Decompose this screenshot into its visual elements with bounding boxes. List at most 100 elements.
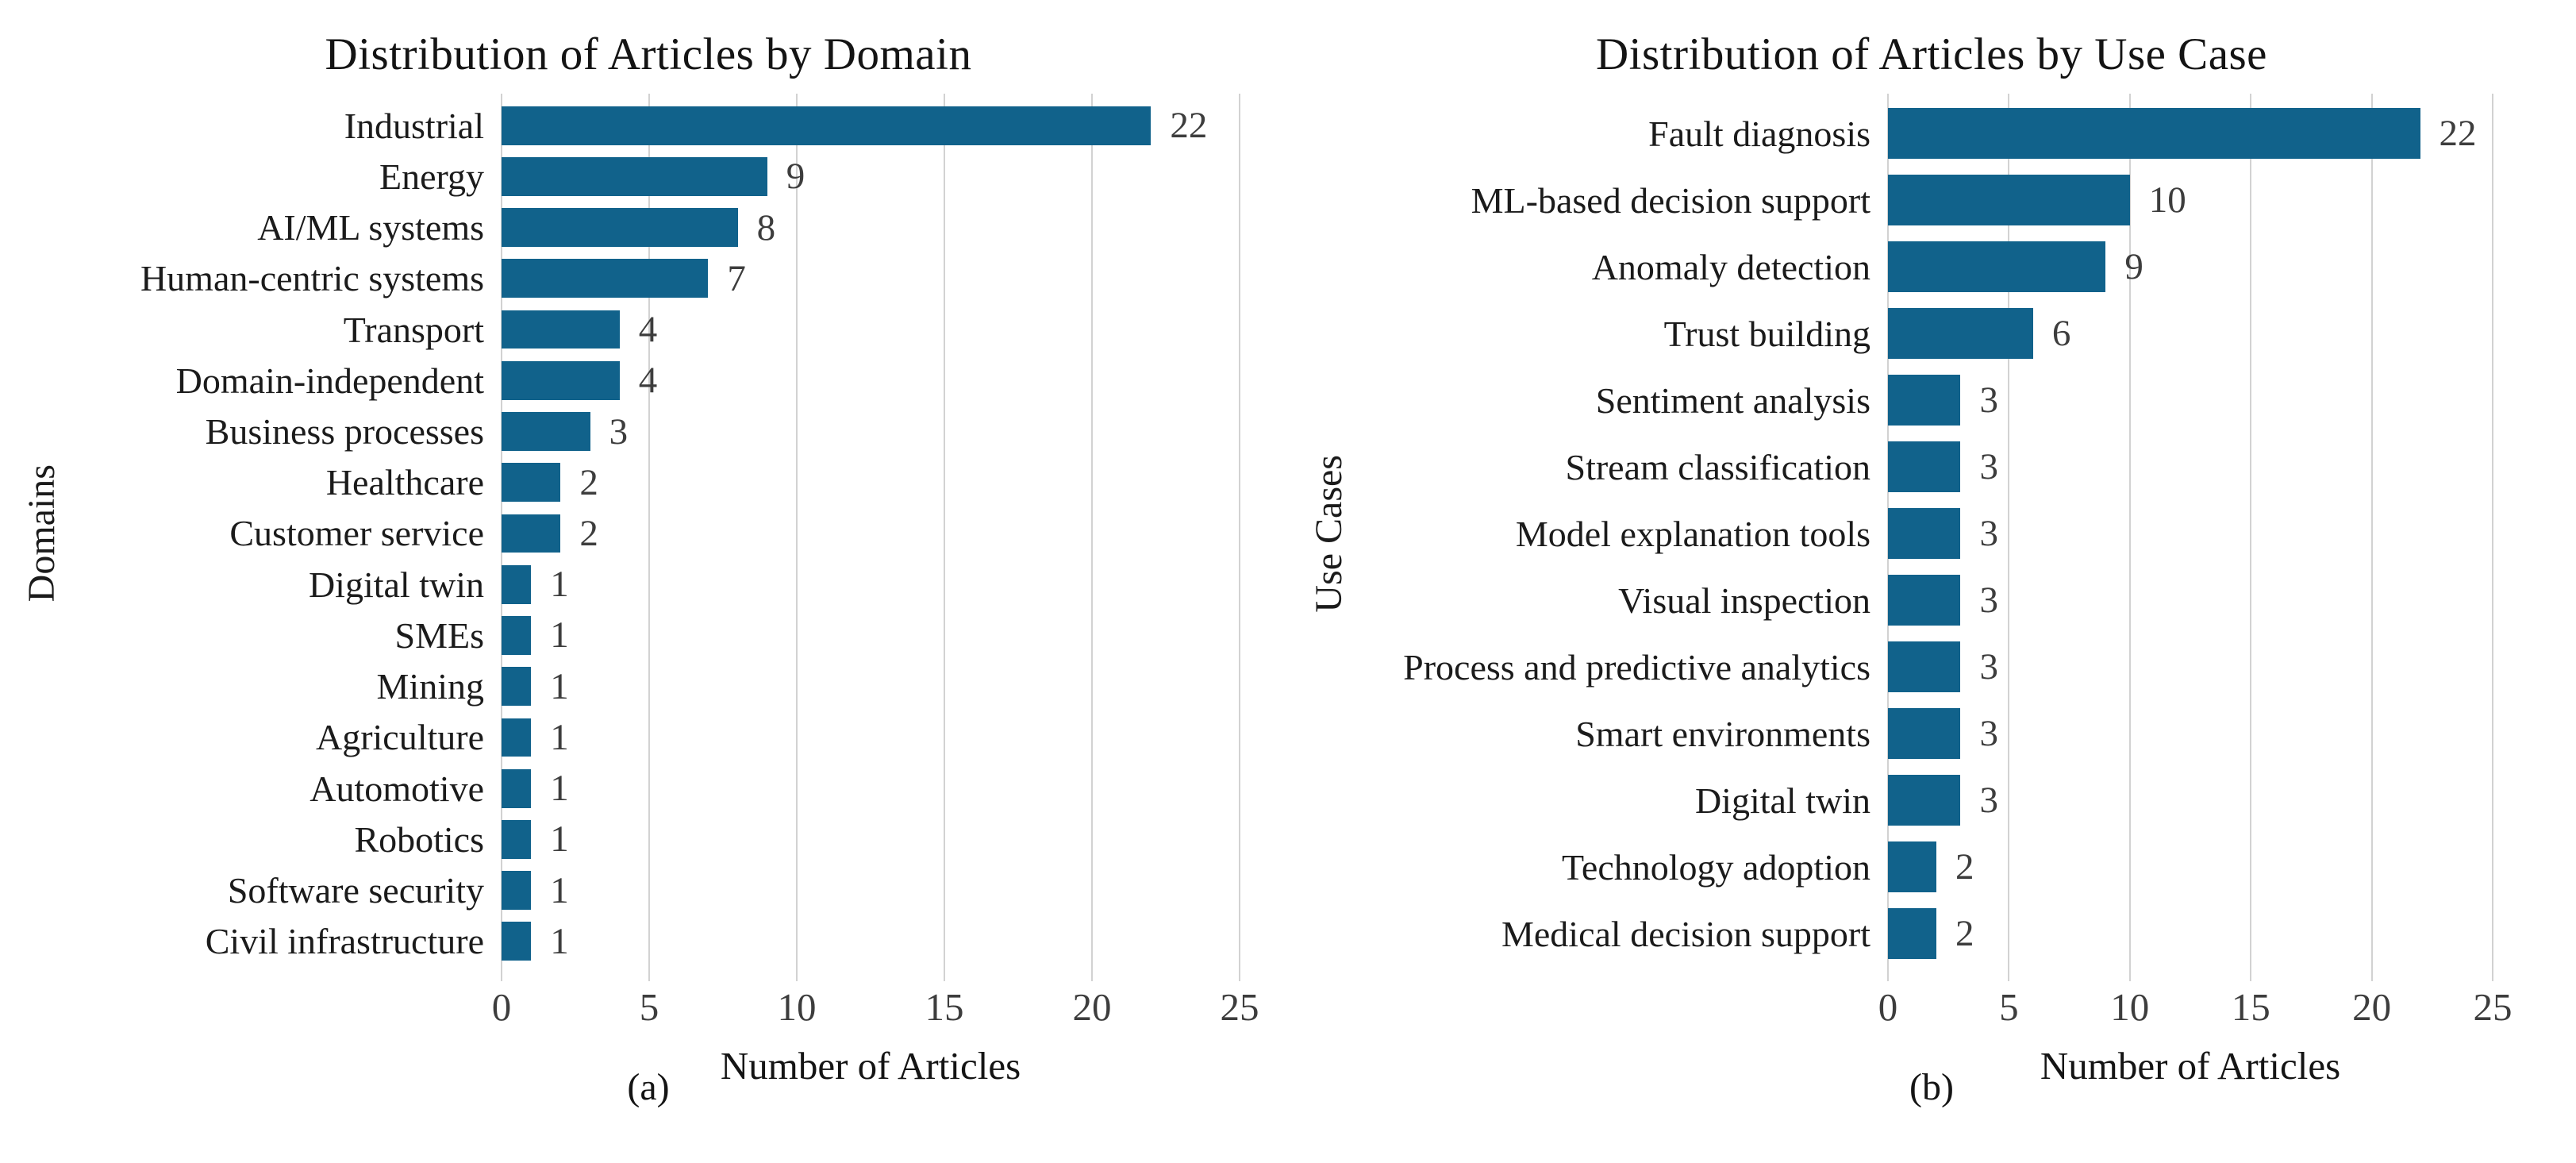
gridline [2492, 94, 2493, 981]
bar [1888, 508, 1961, 559]
value-label: 1 [550, 564, 569, 606]
bar-track: 22 [1888, 100, 2493, 167]
bar-row: AI/ML systems 8 [73, 202, 1287, 252]
category-label: Model explanation tools [1515, 513, 1870, 554]
value-label: 1 [550, 665, 569, 707]
value-label: 3 [1979, 646, 1998, 687]
value-label: 3 [1979, 379, 1998, 421]
bar [502, 718, 532, 757]
bar-track: 1 [502, 814, 1240, 865]
bar-row: Mining 1 [73, 661, 1287, 712]
bar-row: Sentiment analysis 3 [1360, 367, 2566, 433]
bar-row: Healthcare 2 [73, 457, 1287, 508]
value-label: 3 [1979, 713, 1998, 754]
bar [1888, 708, 1961, 759]
bar-row: SMEs 1 [73, 610, 1287, 660]
category-label: Mining [376, 666, 484, 707]
y-axis-label: Use Cases [1297, 100, 1360, 967]
chart-use-cases: Distribution of Articles by Use Case Use… [1297, 8, 2566, 1163]
bar-track: 4 [502, 304, 1240, 355]
value-label: 2 [579, 512, 598, 554]
bar-row: Fault diagnosis 22 [1360, 100, 2566, 167]
bar-row: Digital twin 1 [73, 559, 1287, 610]
value-label: 9 [2124, 246, 2143, 287]
bar-row: Trust building 6 [1360, 300, 2566, 367]
bar-track: 4 [502, 355, 1240, 406]
x-tick-label: 25 [1220, 985, 1259, 1029]
bar-track: 1 [502, 610, 1240, 660]
chart-domains: Distribution of Articles by Domain Domai… [10, 8, 1287, 1163]
category-label: Visual inspection [1618, 580, 1870, 621]
x-tick-label: 25 [2473, 985, 2513, 1029]
bar-track: 1 [502, 661, 1240, 712]
bar-row: Visual inspection 3 [1360, 567, 2566, 633]
category-label: SMEs [394, 614, 484, 656]
bar [502, 667, 532, 707]
value-label: 1 [550, 768, 569, 810]
category-label: Agriculture [315, 717, 484, 758]
value-label: 3 [1979, 780, 1998, 821]
bar [502, 412, 590, 451]
value-label: 1 [550, 716, 569, 758]
bar-track: 3 [1888, 567, 2493, 633]
value-label: 1 [550, 614, 569, 657]
x-tick-label: 20 [2352, 985, 2392, 1029]
bar [1888, 575, 1961, 626]
bar [1888, 175, 2130, 225]
bar [1888, 841, 1936, 892]
x-axis-footer: Number of Articles (b) [1297, 1030, 2566, 1142]
bar-track: 2 [1888, 900, 2493, 967]
chart-title: Distribution of Articles by Use Case [1596, 29, 2267, 79]
x-tick-label: 10 [2110, 985, 2150, 1029]
bar-track: 3 [1888, 433, 2493, 500]
value-label: 4 [638, 309, 658, 351]
bar [502, 156, 767, 196]
value-label: 2 [1955, 913, 1974, 954]
bar-row: Stream classification 3 [1360, 433, 2566, 500]
x-axis-footer: Number of Articles (a) [10, 1030, 1287, 1142]
bar-track: 3 [1888, 633, 2493, 700]
bar [1888, 375, 1961, 426]
bar-row: Digital twin 3 [1360, 767, 2566, 834]
bar-row: Software security 1 [73, 865, 1287, 916]
bar-row: Robotics 1 [73, 814, 1287, 865]
x-tick-label: 0 [1878, 985, 1898, 1029]
category-label: Stream classification [1565, 446, 1871, 487]
bar-track: 9 [1888, 233, 2493, 300]
category-label: Fault diagnosis [1648, 113, 1870, 154]
gridline [2370, 94, 2373, 981]
value-label: 1 [550, 920, 569, 962]
value-label: 3 [1979, 446, 1998, 487]
bar-row: Medical decision support 2 [1360, 900, 2566, 967]
bar-row: Anomaly detection 9 [1360, 233, 2566, 300]
chart-title: Distribution of Articles by Domain [325, 29, 972, 79]
x-tick-label: 15 [925, 985, 964, 1029]
category-label: Medical decision support [1501, 913, 1870, 954]
bar-track: 9 [502, 151, 1240, 202]
category-label: Trust building [1663, 313, 1870, 354]
bar-track: 22 [502, 100, 1240, 151]
bar [1888, 441, 1961, 492]
bar-track: 1 [502, 559, 1240, 610]
bar-row: Model explanation tools 3 [1360, 500, 2566, 567]
category-label: Domain-independent [175, 360, 484, 401]
bar-track: 2 [502, 457, 1240, 508]
y-axis-label: Domains [10, 100, 73, 967]
category-label: Automotive [310, 768, 484, 809]
plot-region: Use Cases Fault diagnosis 22 ML-based deci… [1297, 94, 2566, 981]
bar-row: Human-centric systems 7 [73, 253, 1287, 304]
bar [1888, 308, 2033, 359]
value-label: 22 [2439, 113, 2477, 154]
value-label: 8 [756, 206, 776, 248]
bar [502, 768, 532, 808]
bar-track: 10 [1888, 167, 2493, 233]
gridline [648, 94, 650, 981]
x-tick-label: 15 [2231, 985, 2270, 1029]
bar [502, 310, 620, 349]
value-label: 7 [727, 257, 746, 299]
bar-row: Process and predictive analytics 3 [1360, 633, 2566, 700]
value-label: 2 [579, 461, 598, 503]
bar-row: Technology adoption 2 [1360, 834, 2566, 900]
gridline [944, 94, 945, 981]
gridline [1091, 94, 1093, 981]
